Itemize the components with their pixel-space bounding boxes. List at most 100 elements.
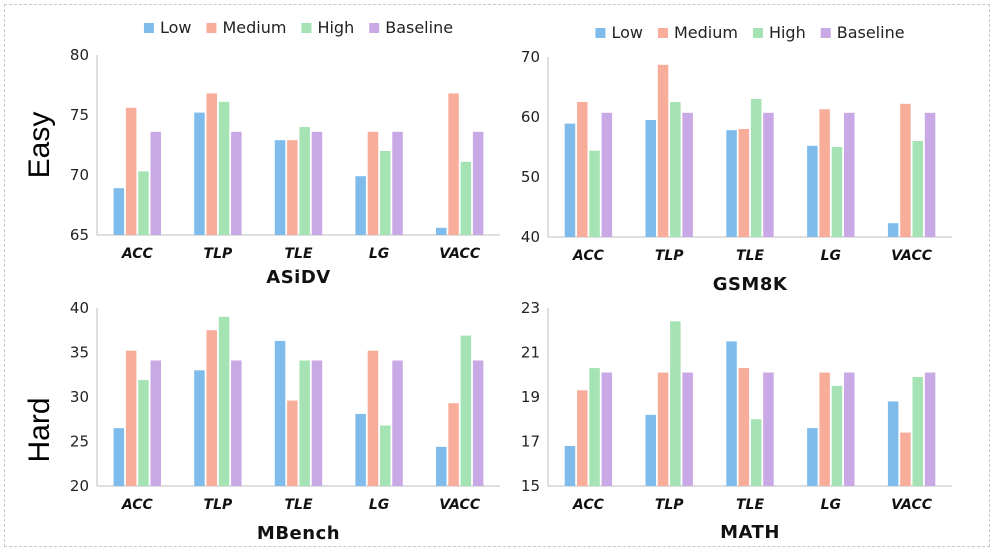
bar-medium-lg [367, 131, 379, 235]
y-tick-label: 40 [521, 228, 540, 246]
bar-low-acc [564, 123, 576, 237]
bar-high-lg [380, 151, 391, 235]
x-tick-label: LG [821, 248, 841, 264]
x-tick-label: VACC [439, 497, 481, 513]
legend-label-high: High [317, 18, 354, 37]
bar-low-acc [113, 428, 125, 486]
legend-label-baseline: Baseline [385, 18, 453, 37]
bar-medium-tlp [657, 372, 669, 486]
bar-medium-vacc [900, 103, 911, 237]
bar-high-tle [750, 419, 762, 486]
x-tick-label: VACC [891, 497, 933, 513]
bar-high-tle [750, 99, 762, 237]
bar-baseline-lg [392, 360, 403, 486]
bar-low-acc [564, 445, 576, 486]
bar-medium-tle [738, 129, 750, 237]
legend-label-high: High [769, 23, 806, 42]
bar-high-acc [138, 380, 149, 486]
legend-label-baseline: Baseline [837, 23, 905, 42]
row-label-hard: Hard [23, 397, 56, 462]
row-label-easy: Easy [23, 112, 56, 179]
bar-low-vacc [887, 223, 899, 237]
bar-medium-tlp [657, 64, 669, 237]
legend-swatch-medium [206, 23, 217, 33]
legend-swatch-baseline [369, 23, 380, 33]
chart-title: MATH [720, 522, 780, 543]
bar-baseline-tlp [682, 112, 693, 237]
bar-high-tle [299, 127, 310, 235]
chart-math: 15 17 19 21 23 ACC TLP TLE LG VACC MATH [521, 299, 952, 543]
bar-medium-acc [125, 350, 137, 486]
bar-baseline-vacc [924, 112, 936, 237]
chart-mbench: 20 25 30 35 40 ACC TLP TLE LG VACC MBench [70, 299, 500, 544]
y-tick-label: 19 [521, 388, 540, 406]
bar-low-tlp [194, 112, 205, 235]
bar-high-lg [380, 425, 391, 486]
chart-gsm8k: 40 50 60 70 ACC TLP TLE LG VACC GSM8K Low Medium Hig… [521, 23, 952, 295]
y-tick-label: 50 [521, 168, 540, 186]
x-tick-label: TLP [204, 246, 233, 262]
bar-baseline-lg [392, 131, 403, 235]
bar-high-tle [299, 360, 310, 486]
legend-label-medium: Medium [222, 18, 286, 37]
bar-low-lg [355, 413, 366, 486]
bar-baseline-tlp [231, 360, 242, 486]
y-tick-label: 75 [70, 106, 89, 124]
x-tick-label: TLP [655, 497, 684, 513]
bar-baseline-tle [311, 131, 323, 235]
bar-high-acc [138, 171, 149, 235]
y-tick-label: 35 [70, 344, 89, 362]
legend-swatch-high [301, 23, 312, 33]
y-tick-label: 25 [70, 433, 89, 451]
bar-high-tlp [670, 321, 681, 486]
figure-frame [4, 4, 990, 547]
y-tick-label: 60 [521, 108, 540, 126]
y-tick-label: 65 [70, 226, 89, 244]
y-tick-label: 15 [521, 477, 540, 495]
bar-medium-tle [287, 400, 298, 486]
x-tick-label: ACC [121, 246, 154, 262]
bar-low-tle [274, 140, 286, 235]
bar-low-tlp [645, 120, 656, 237]
bar-baseline-lg [844, 112, 855, 237]
bar-low-vacc [436, 227, 447, 235]
bar-baseline-acc [150, 360, 161, 486]
bar-baseline-lg [844, 372, 855, 486]
chart-title: GSM8K [713, 274, 788, 295]
bar-low-tle [726, 341, 737, 486]
bar-low-tle [274, 340, 286, 486]
y-tick-label: 30 [70, 388, 89, 406]
x-tick-label: ACC [572, 248, 605, 264]
legend-label-low: Low [160, 18, 192, 37]
bar-low-tlp [194, 370, 205, 486]
y-tick-label: 70 [521, 48, 540, 66]
y-tick-label: 17 [521, 433, 540, 451]
bar-high-tlp [218, 101, 230, 235]
bar-low-tlp [645, 414, 656, 486]
bar-medium-acc [577, 390, 588, 486]
bar-baseline-tle [763, 112, 774, 237]
bar-baseline-acc [150, 131, 161, 235]
legend-swatch-medium [657, 28, 668, 38]
bar-medium-tle [738, 368, 750, 486]
bar-low-lg [355, 176, 366, 235]
bar-high-vacc [460, 161, 472, 235]
bar-low-lg [807, 145, 818, 237]
bar-medium-tle [287, 140, 298, 235]
bar-high-vacc [912, 141, 923, 237]
bar-low-vacc [887, 401, 899, 486]
legend-label-low: Low [611, 23, 643, 42]
bar-baseline-acc [601, 112, 613, 237]
bar-medium-lg [819, 372, 830, 486]
bar-high-lg [831, 385, 843, 486]
bar-low-vacc [436, 446, 447, 486]
x-tick-label: LG [369, 497, 389, 513]
x-tick-label: ACC [121, 497, 154, 513]
y-tick-label: 23 [521, 299, 540, 317]
bar-high-tlp [670, 102, 681, 237]
legend-swatch-high [752, 28, 763, 38]
bar-high-vacc [460, 335, 472, 486]
bar-medium-vacc [448, 93, 459, 236]
x-tick-label: LG [369, 246, 389, 262]
chart-asidv: 65 70 75 80 ACC TLP TLE LG VACC ASiDV Low Medium Hig… [70, 18, 500, 288]
